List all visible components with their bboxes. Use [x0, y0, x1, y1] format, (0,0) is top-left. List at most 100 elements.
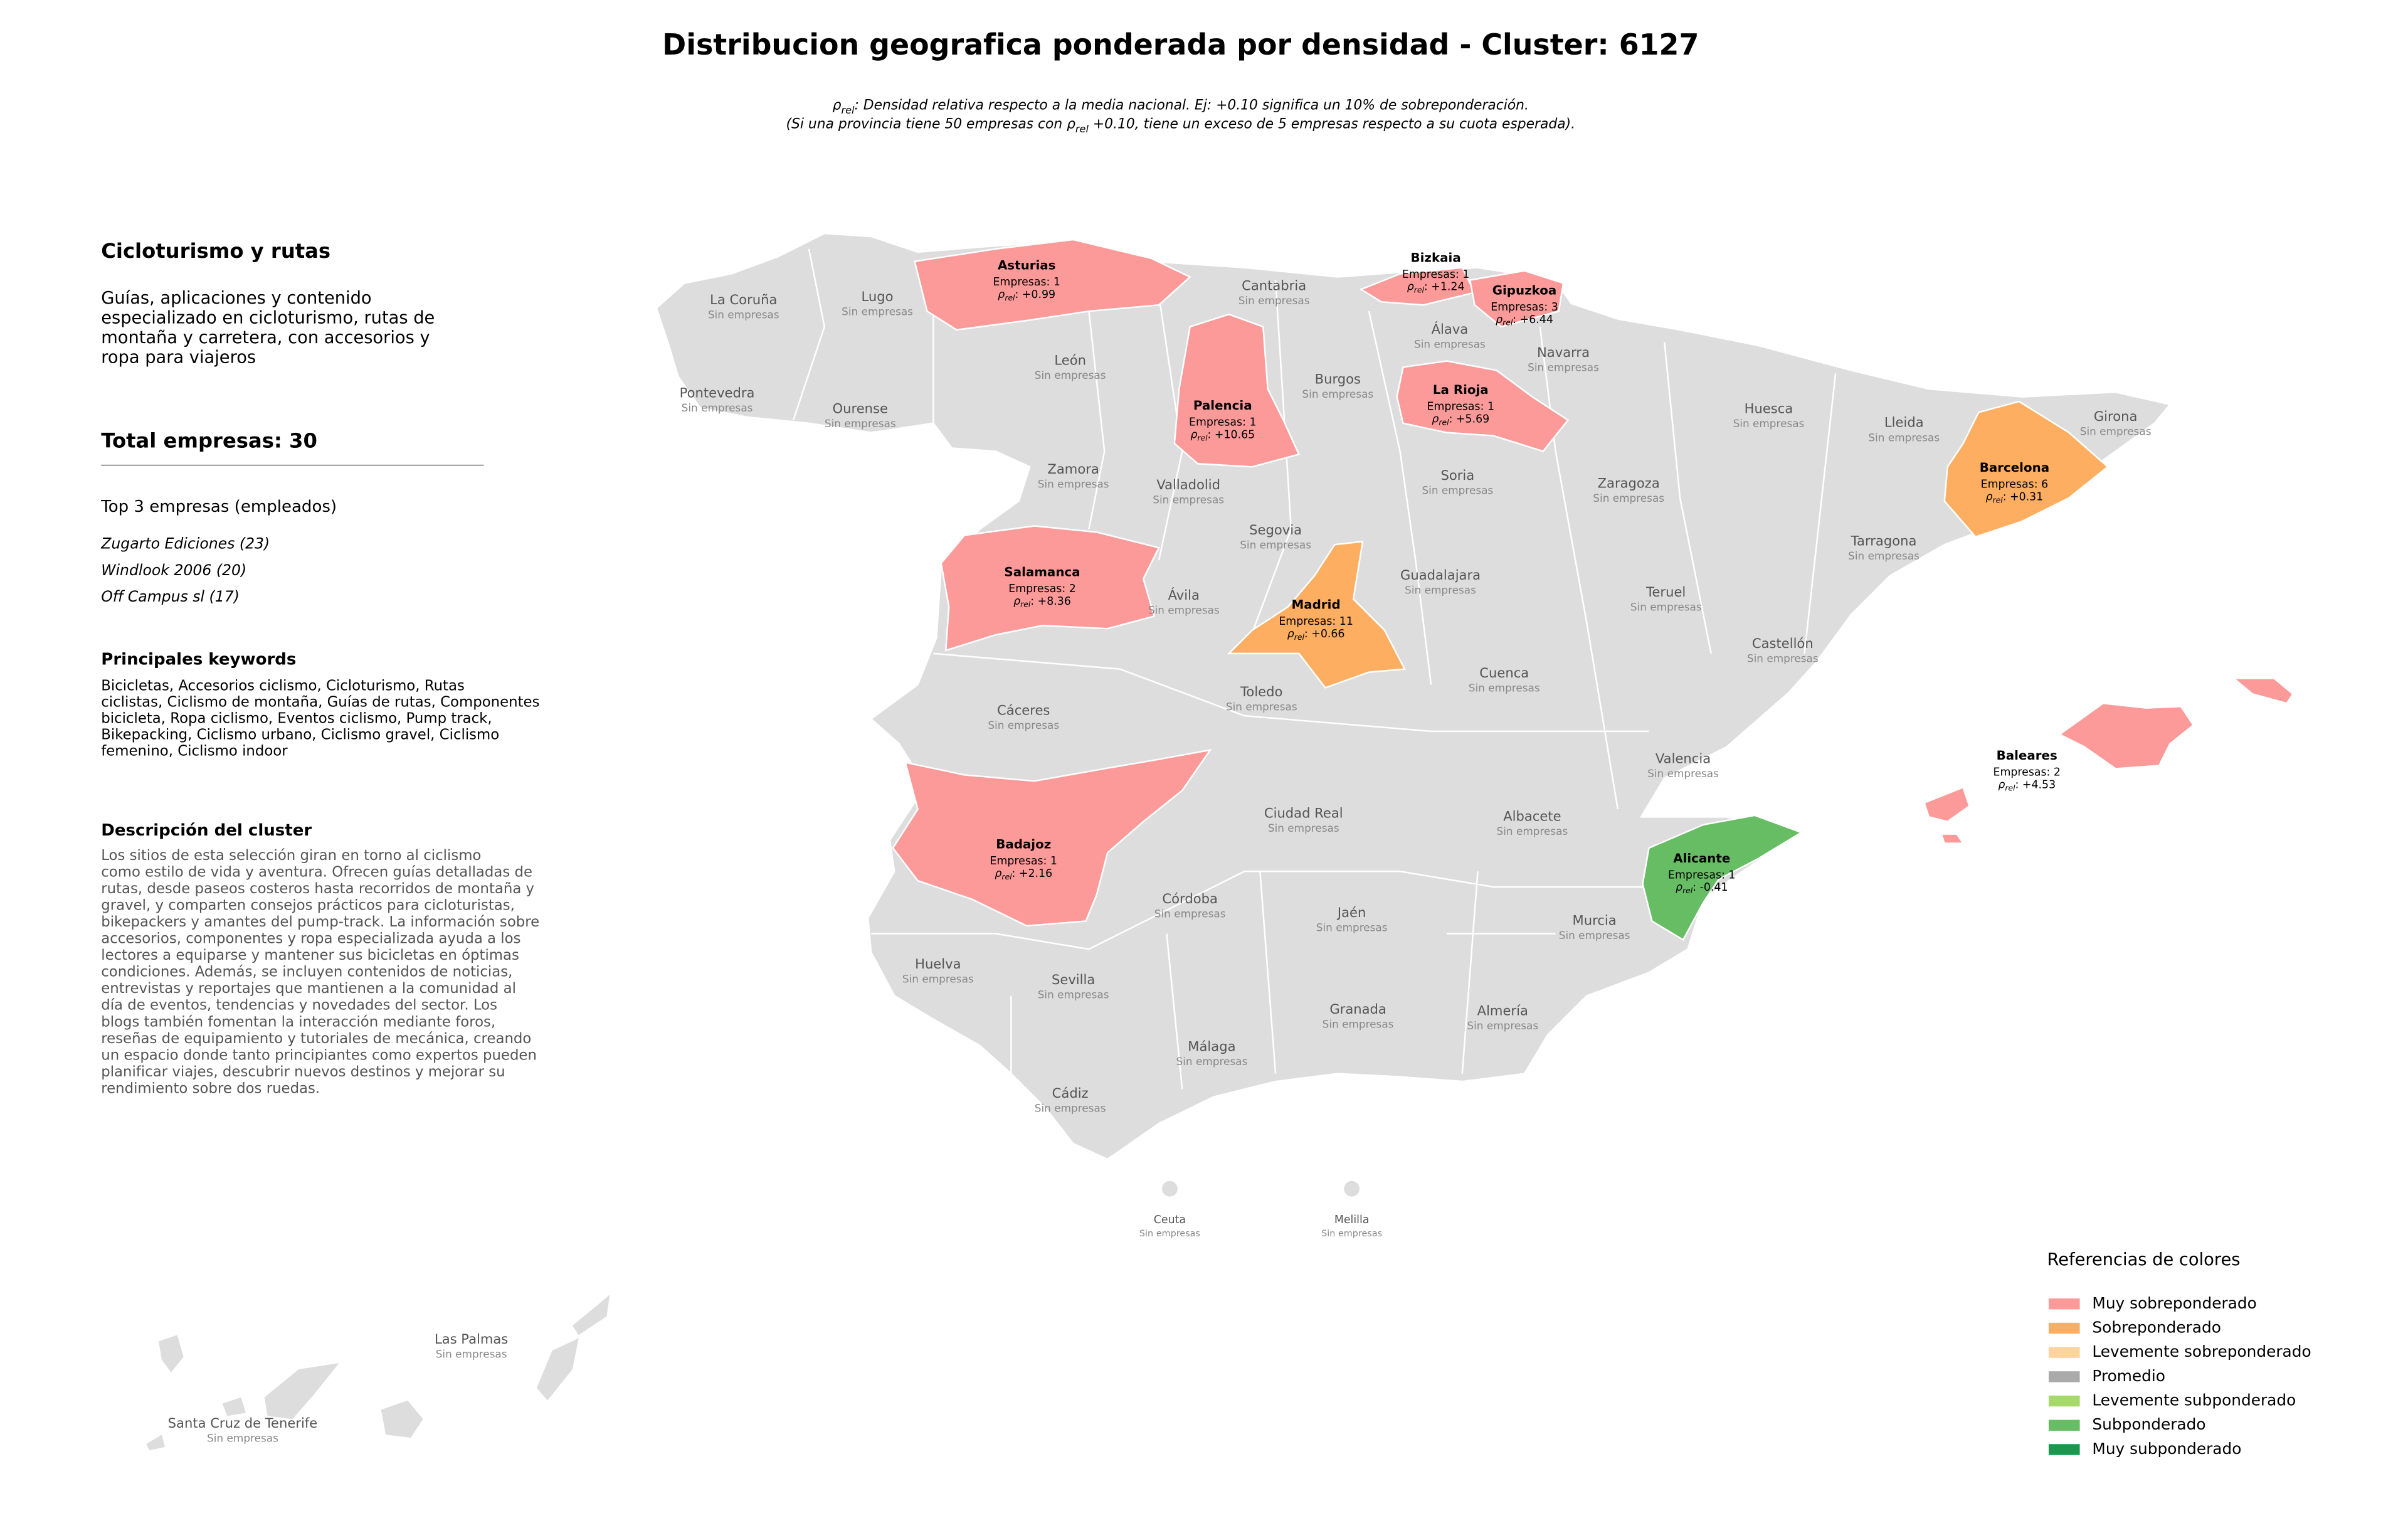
- province-name: Ourense: [833, 400, 888, 416]
- province-name: Baleares: [1997, 748, 2057, 763]
- top-company: Zugarto Ediciones (23): [100, 535, 270, 553]
- province-note: Sin empresas: [1414, 337, 1486, 350]
- map: [146, 232, 2294, 1450]
- province-name: Santa Cruz de Tenerife: [168, 1415, 318, 1431]
- province-note: Sin empresas: [1240, 538, 1311, 551]
- description: lectores a equiparse y mantener sus bici…: [101, 947, 519, 963]
- province-name: Huelva: [915, 956, 961, 972]
- province-name: Alicante: [1673, 851, 1730, 866]
- province-rho: ρrel: +1.24: [1407, 281, 1465, 294]
- province-rho: ρrel: +8.36: [1013, 595, 1071, 608]
- province-name: Córdoba: [1162, 891, 1217, 906]
- province-name: Jaén: [1336, 905, 1366, 920]
- province-count: Empresas: 1: [1189, 416, 1256, 429]
- rho-subscript: rel: [1294, 632, 1305, 641]
- rho-subscript: rel: [1414, 285, 1425, 294]
- keywords: Bicicletas, Accesorios ciclismo, Ciclotu…: [101, 677, 465, 694]
- province-note: Sin empresas: [1226, 700, 1297, 713]
- province-name: Navarra: [1537, 344, 1590, 360]
- description: reseñas de equipamiento y tutoriales de …: [101, 1031, 531, 1047]
- description: accesorios, componentes y ropa especiali…: [101, 931, 520, 947]
- province-note: Sin empresas: [1035, 369, 1106, 381]
- province-name: Álava: [1432, 321, 1469, 337]
- province-name: Tarragona: [1851, 533, 1917, 548]
- province-name: Guadalajara: [1400, 567, 1481, 583]
- description: un espacio donde tanto principiantes com…: [101, 1047, 537, 1063]
- legend-title: Referencias de colores: [2047, 1250, 2240, 1270]
- panel-total: Total empresas: 30: [101, 429, 317, 453]
- province-note: Sin empresas: [1467, 1019, 1538, 1032]
- rho-value: : +5.69: [1449, 413, 1490, 426]
- province-note: Sin empresas: [1868, 431, 1940, 443]
- province-count: Empresas: 2: [1008, 583, 1075, 595]
- rho-value: : +10.65: [1208, 428, 1255, 441]
- province-name: Murcia: [1573, 913, 1617, 928]
- island: [146, 1435, 165, 1450]
- province-note: Sin empresas: [1848, 549, 1920, 562]
- province-name: Ceuta: [1154, 1214, 1186, 1226]
- legend-swatch: [2048, 1444, 2080, 1455]
- province-note: Sin empresas: [1035, 1101, 1106, 1114]
- rho-symbol: ρ: [1190, 428, 1197, 441]
- province-name: Asturias: [998, 258, 1056, 273]
- province-count: Empresas: 2: [1993, 767, 2061, 779]
- legend-label: Subponderado: [2092, 1415, 2205, 1433]
- top-company: Windlook 2006 (20): [101, 561, 246, 579]
- province-note: Sin empresas: [2080, 425, 2152, 437]
- subtitle-part: : Densidad relativa respecto a la media …: [854, 98, 1528, 114]
- description: como estilo de vida y aventura. Ofrecen …: [101, 864, 532, 880]
- island: [536, 1338, 579, 1401]
- keywords: Bikepacking, Ciclismo urbano, Ciclismo g…: [101, 727, 499, 743]
- province-rho: ρrel: +0.66: [1287, 628, 1345, 641]
- province-name: Málaga: [1188, 1038, 1235, 1054]
- description: Los sitios de esta selección giran en to…: [101, 847, 481, 864]
- province-note: Sin empresas: [1323, 1018, 1394, 1031]
- province-name: Valladolid: [1156, 477, 1220, 492]
- province-note: Sin empresas: [1153, 494, 1224, 506]
- province-note: Sin empresas: [1139, 1229, 1200, 1239]
- province-count: Empresas: 11: [1279, 615, 1353, 628]
- province-note: Sin empresas: [1422, 484, 1493, 497]
- province-count: Empresas: 1: [990, 855, 1057, 867]
- province-note: Sin empresas: [988, 719, 1059, 731]
- province-note: Sin empresas: [1647, 767, 1719, 780]
- top-heading: Top 3 empresas (empleados): [100, 497, 337, 516]
- description: día de eventos, tendencias y novedades d…: [101, 997, 497, 1014]
- rho-value: : +1.24: [1424, 281, 1465, 294]
- province-note: Sin empresas: [1559, 929, 1630, 942]
- province-note: Sin empresas: [1593, 492, 1664, 504]
- description: bikepackers y amantes del pump-track. La…: [101, 914, 539, 930]
- province-name: Melilla: [1334, 1214, 1370, 1226]
- rho-subscript: rel: [1439, 417, 1449, 427]
- rho-symbol: ρ: [998, 289, 1005, 301]
- island: [572, 1294, 610, 1335]
- rho-symbol: ρ: [1432, 413, 1439, 426]
- legend-label: Sobreponderado: [2092, 1318, 2221, 1336]
- province-rho: ρrel: +5.69: [1432, 413, 1489, 427]
- province-count: Empresas: 6: [1981, 479, 2048, 491]
- island: [1923, 786, 1970, 823]
- province-rho: ρrel: -0.41: [1676, 881, 1728, 894]
- province-note: Sin empresas: [1302, 388, 1373, 400]
- province-name: Huesca: [1745, 400, 1793, 416]
- province-count: Empresas: 1: [1402, 268, 1469, 281]
- province-note: Sin empresas: [1630, 601, 1702, 613]
- province-rho: ρrel: +0.31: [1986, 491, 2044, 504]
- rho-value: : +2.16: [1012, 867, 1053, 880]
- spain-mainland: [655, 232, 2172, 1160]
- province-name: Albacete: [1503, 808, 1561, 824]
- description: condiciones. Además, se incluyen conteni…: [101, 964, 512, 980]
- rho-symbol: ρ: [1496, 314, 1502, 326]
- province-name: Palencia: [1193, 398, 1252, 413]
- province-name: Bizkaia: [1411, 250, 1461, 265]
- keywords: ciclistas, Ciclismo de montaña, Guías de…: [101, 694, 539, 711]
- rho-subscript: rel: [1005, 293, 1015, 302]
- province-name: Sevilla: [1052, 972, 1095, 987]
- legend-swatch: [2048, 1395, 2080, 1407]
- rho-symbol: ρ: [1998, 778, 2005, 791]
- panel-summary: montaña y carretera, con accesorios y: [101, 328, 430, 348]
- province-count: Empresas: 1: [1427, 401, 1494, 413]
- province-name: Segovia: [1249, 522, 1302, 538]
